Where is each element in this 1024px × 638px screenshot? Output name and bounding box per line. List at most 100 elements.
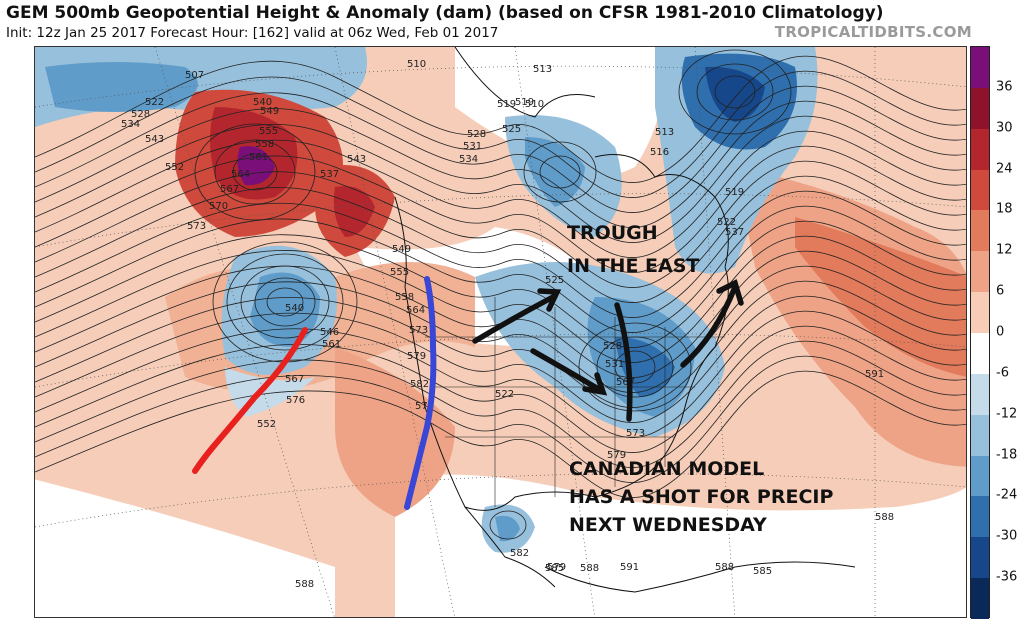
- contour-label: 549: [392, 244, 411, 255]
- trough-arrows: [472, 279, 744, 422]
- watermark: TROPICALTIDBITS.COM: [774, 23, 972, 41]
- contour-label: 582: [410, 379, 429, 390]
- contour-label: 543: [347, 154, 366, 165]
- colorbar-tick-label: -36: [996, 569, 1018, 585]
- contour-label: 591: [620, 562, 639, 573]
- red-ridge-line: [192, 327, 308, 474]
- contour-label: 576: [286, 395, 305, 406]
- model-annotation-line2: HAS A SHOT FOR PRECIP: [569, 486, 834, 508]
- contour-label: 561: [249, 152, 268, 163]
- contour-label: 507: [185, 70, 204, 81]
- height-contour: [212, 241, 358, 363]
- colorbar-segment: [971, 47, 989, 89]
- colorbar-segment: [971, 578, 989, 620]
- arrow-west-head: [537, 288, 562, 312]
- contour-label: 573: [409, 325, 428, 336]
- contour-label: 513: [533, 64, 552, 75]
- colorbar-tick-label: 18: [996, 201, 1013, 217]
- contour-label: 546: [320, 327, 339, 338]
- colorbar-segment: [971, 537, 989, 579]
- height-contour: [489, 510, 527, 540]
- height-contour: [35, 235, 966, 364]
- height-contour: [35, 145, 966, 274]
- contour-label: 549: [260, 106, 279, 117]
- contour-label: 516: [650, 147, 669, 158]
- contour-label: 537: [320, 169, 339, 180]
- contour-label: 558: [395, 292, 414, 303]
- contour-label: 579: [607, 450, 626, 461]
- contour-label: 519: [515, 97, 534, 108]
- height-contour: [714, 75, 756, 109]
- contour-label: 528: [603, 341, 622, 352]
- contour-label: 510: [407, 59, 426, 70]
- height-contour: [194, 123, 316, 221]
- colorbar-tick-label: 30: [996, 120, 1013, 136]
- colorbar-segment: [971, 333, 989, 375]
- contour-label: 522: [495, 389, 514, 400]
- contour-label: 582: [510, 548, 529, 559]
- contour-label: 531: [463, 141, 482, 152]
- contour-label: 588: [715, 562, 734, 573]
- contour-label: 564: [231, 169, 250, 180]
- colorbar-segment: [971, 251, 989, 293]
- height-contour: [578, 322, 692, 412]
- colorbar-tick-label: 24: [996, 161, 1013, 177]
- contour-label: 519: [497, 99, 516, 110]
- trough-annotation-line1: TROUGH: [567, 222, 658, 244]
- height-contour: [523, 141, 597, 203]
- contour-label: 555: [259, 126, 278, 137]
- height-contour: [539, 155, 581, 189]
- height-contour: [696, 63, 774, 121]
- contour-label: 510: [525, 99, 544, 110]
- height-contour: [614, 350, 656, 384]
- colorbar-segment: [971, 128, 989, 171]
- anomaly-colorbar: [970, 46, 990, 620]
- contour-label: 534: [459, 154, 478, 165]
- chart-subtitle: Init: 12z Jan 25 2017 Forecast Hour: [16…: [6, 25, 499, 41]
- coastlines: [394, 47, 856, 593]
- contour-label: 567: [285, 374, 304, 385]
- trough-annotation: TROUGH IN THE EAST: [567, 222, 699, 278]
- colorbar-segment: [971, 414, 989, 457]
- height-contour: [35, 175, 966, 304]
- colorbar-tick-label: -18: [996, 447, 1018, 463]
- model-annotation-line1: CANADIAN MODEL: [569, 458, 765, 480]
- height-contour: [35, 265, 966, 394]
- contour-label: 588: [295, 579, 314, 590]
- contour-label: 579: [547, 562, 566, 573]
- height-contour: [35, 100, 966, 229]
- height-contour: [35, 325, 966, 454]
- trough-annotation-line2: IN THE EAST: [567, 255, 700, 277]
- colorbar-tick-label: 12: [996, 242, 1013, 258]
- colorbar-tick-label: 0: [996, 324, 1005, 340]
- colorbar-tick-label: 36: [996, 79, 1013, 95]
- contour-label: 585: [545, 563, 564, 574]
- colorbar-tick-label: 6: [996, 283, 1005, 299]
- contour-label: 579: [407, 351, 426, 362]
- colorbar-segment: [971, 169, 989, 211]
- height-contour: [254, 277, 316, 327]
- contour-label: 519: [725, 187, 744, 198]
- arrow-west: [472, 294, 556, 344]
- height-contour: [240, 265, 330, 339]
- height-contour: [226, 253, 344, 351]
- height-contour: [35, 220, 966, 349]
- contour-label: 564: [406, 305, 425, 316]
- contour-label: 513: [655, 127, 674, 138]
- model-annotation: CANADIAN MODEL HAS A SHOT FOR PRECIP NEX…: [569, 455, 833, 539]
- contour-label: 522: [717, 217, 736, 228]
- map-canvas: 5075225285345435525405495555585615645675…: [35, 47, 966, 617]
- contour-label: 537: [725, 227, 744, 238]
- height-contour: [35, 70, 966, 199]
- arrow-southeast: [530, 348, 603, 393]
- height-contour: [35, 340, 966, 469]
- contour-label: 570: [415, 401, 434, 412]
- arrow-trough-axis: [614, 302, 633, 422]
- contour-label: 534: [121, 119, 140, 130]
- contour-label: 540: [253, 97, 272, 108]
- model-annotation-line3: NEXT WEDNESDAY: [569, 514, 767, 536]
- weather-map: 507 522 528 534 543 552 540 549 555 558 561 564 567 5…: [34, 46, 967, 618]
- height-contour: [35, 55, 966, 184]
- arrow-northeast: [680, 284, 738, 368]
- height-contour: [35, 370, 966, 499]
